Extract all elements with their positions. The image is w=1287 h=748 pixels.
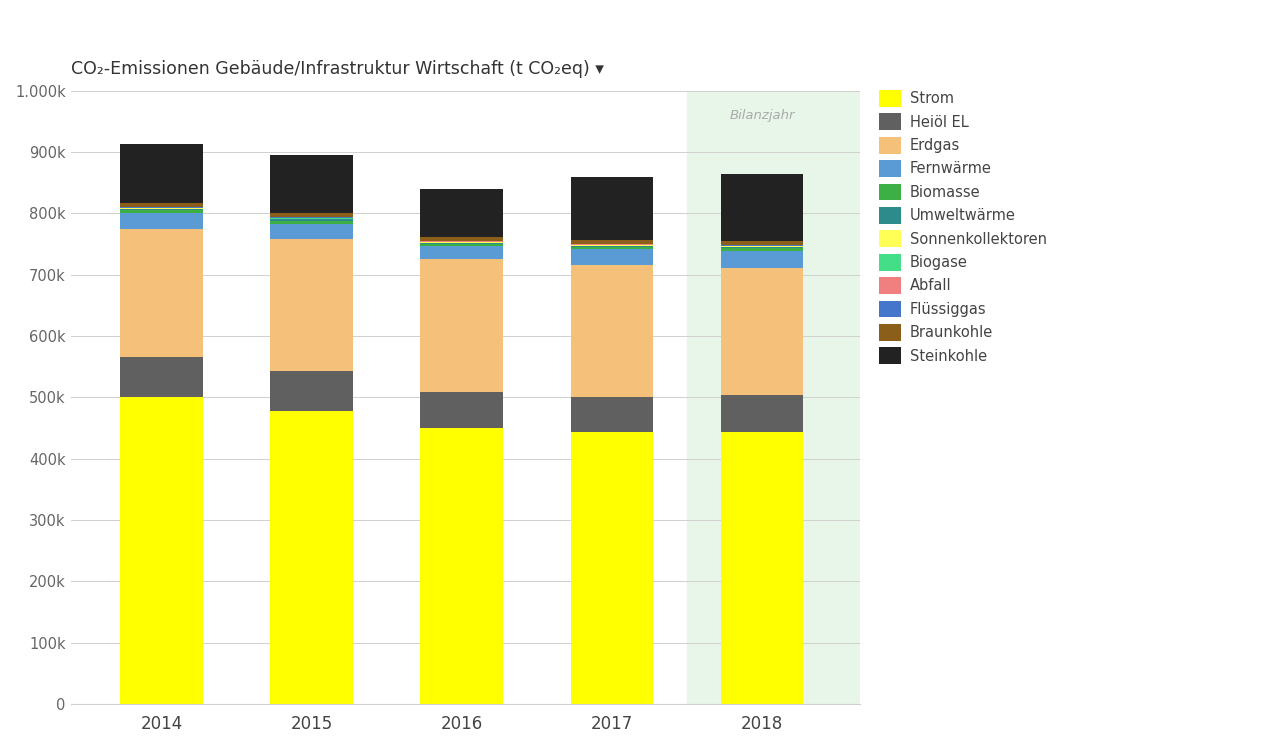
Bar bbox=[721, 396, 803, 432]
Bar bbox=[421, 241, 503, 242]
Bar bbox=[270, 239, 353, 371]
Bar bbox=[120, 213, 202, 229]
Bar bbox=[721, 251, 803, 268]
Bar bbox=[421, 392, 503, 428]
Bar bbox=[570, 265, 653, 396]
Bar bbox=[570, 240, 653, 244]
Bar bbox=[270, 221, 353, 224]
Bar bbox=[721, 241, 803, 245]
Bar bbox=[120, 210, 202, 213]
Bar bbox=[570, 244, 653, 245]
Bar bbox=[120, 229, 202, 358]
Bar bbox=[721, 245, 803, 246]
Bar bbox=[421, 244, 503, 246]
Bar bbox=[570, 432, 653, 704]
Bar bbox=[120, 358, 202, 397]
Bar bbox=[270, 213, 353, 217]
Bar bbox=[120, 209, 202, 210]
Bar bbox=[270, 219, 353, 221]
Bar bbox=[270, 411, 353, 704]
Bar bbox=[421, 242, 503, 244]
Bar bbox=[421, 259, 503, 392]
Bar bbox=[421, 246, 503, 259]
Bar bbox=[570, 396, 653, 432]
Bar bbox=[421, 428, 503, 704]
Bar bbox=[270, 371, 353, 411]
Bar bbox=[120, 203, 202, 206]
Bar bbox=[721, 248, 803, 251]
Bar bbox=[570, 177, 653, 240]
Bar bbox=[721, 432, 803, 704]
Bar bbox=[721, 174, 803, 241]
Text: Bilanzjahr: Bilanzjahr bbox=[730, 109, 795, 122]
Bar bbox=[421, 237, 503, 241]
Bar bbox=[120, 397, 202, 704]
Bar bbox=[270, 224, 353, 239]
Bar bbox=[120, 206, 202, 208]
Bar bbox=[721, 247, 803, 248]
Bar bbox=[421, 189, 503, 237]
Bar bbox=[687, 91, 867, 704]
Bar bbox=[570, 249, 653, 265]
Text: CO₂-Emissionen Gebäude/Infrastruktur Wirtschaft (t CO₂eq) ▾: CO₂-Emissionen Gebäude/Infrastruktur Wir… bbox=[71, 60, 605, 78]
Bar bbox=[270, 156, 353, 213]
Bar bbox=[570, 246, 653, 248]
Legend: Strom, Heiöl EL, Erdgas, Fernwärme, Biomasse, Umweltwärme, Sonnenkollektoren, Bi: Strom, Heiöl EL, Erdgas, Fernwärme, Biom… bbox=[875, 85, 1051, 369]
Bar bbox=[721, 268, 803, 396]
Bar bbox=[570, 248, 653, 249]
Bar bbox=[270, 217, 353, 218]
Bar bbox=[120, 144, 202, 203]
